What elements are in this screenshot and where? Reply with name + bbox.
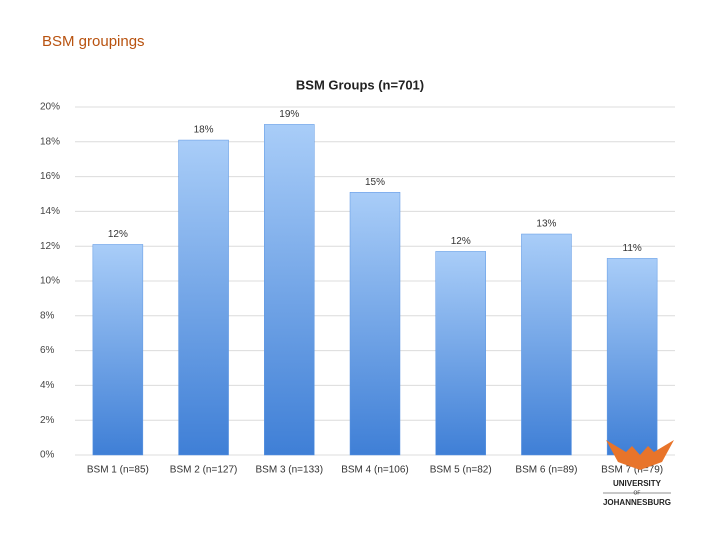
x-tick-label: BSM 4 (n=106): [341, 465, 409, 476]
y-tick-label: 0%: [40, 450, 55, 461]
y-tick-label: 2%: [40, 415, 55, 426]
value-label: 13%: [536, 219, 556, 230]
logo-text: UNIVERSITY: [613, 479, 662, 488]
value-label: 12%: [451, 236, 471, 247]
x-tick-label: BSM 5 (n=82): [430, 465, 492, 476]
logo-emblem: [606, 440, 674, 470]
bar: [521, 233, 572, 456]
y-tick-label: 16%: [40, 171, 60, 182]
logo: UNIVERSITY OF JOHANNESBURG: [603, 440, 674, 507]
x-tick-label: BSM 1 (n=85): [87, 465, 149, 476]
bar: [92, 244, 144, 456]
bar: [606, 258, 658, 456]
bar: [435, 251, 486, 456]
y-tick-label: 10%: [40, 276, 60, 287]
plot: 0% 2% 4% 6% 8% 10% 12% 14% 16% 18% 20% BSM 1 (n=85)…: [40, 102, 675, 476]
y-tick-label: 4%: [40, 380, 55, 391]
value-label: 15%: [365, 177, 385, 188]
y-tick-label: 8%: [40, 310, 55, 321]
x-tick-label: BSM 2 (n=127): [170, 465, 238, 476]
bar: [264, 124, 315, 456]
value-label: 18%: [194, 125, 214, 136]
bar: [178, 139, 229, 456]
bar: [349, 192, 401, 456]
value-label: 19%: [279, 109, 299, 120]
logo-text: JOHANNESBURG: [603, 498, 671, 507]
value-label: 11%: [623, 243, 642, 254]
y-tick-label: 20%: [40, 102, 60, 113]
value-label: 12%: [108, 229, 128, 240]
slide-heading: BSM groupings: [42, 33, 145, 50]
y-tick-label: 6%: [40, 345, 55, 356]
x-tick-label: BSM 6 (n=89): [515, 465, 577, 476]
logo-text: OF: [634, 490, 641, 496]
y-tick-label: 14%: [40, 206, 60, 217]
chart-title: BSM Groups (n=701): [296, 77, 424, 92]
y-tick-label: 12%: [40, 241, 60, 252]
x-tick-label: BSM 3 (n=133): [256, 465, 324, 476]
y-tick-label: 18%: [40, 136, 60, 147]
x-tick-label: BSM 7 (n=79): [601, 465, 663, 476]
